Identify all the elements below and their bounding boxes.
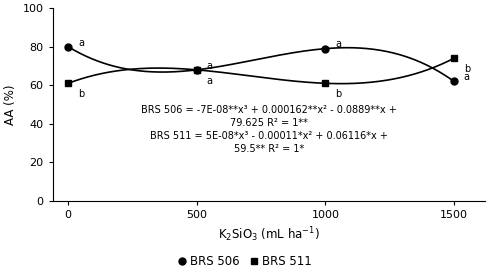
BRS 506 [322,47,327,50]
Text: b: b [463,64,469,74]
BRS 511 [450,57,456,60]
Text: b: b [78,90,84,99]
Legend: BRS 506, BRS 511: BRS 506, BRS 511 [172,251,316,273]
Text: BRS 506 = -7E-08**x³ + 0.000162**x² - 0.0889**x +
79.625 R² = 1**
BRS 511 = 5E-0: BRS 506 = -7E-08**x³ + 0.000162**x² - 0.… [141,105,396,154]
BRS 506 [65,45,71,48]
Line: BRS 506: BRS 506 [64,43,456,85]
X-axis label: K$_2$SiO$_3$ (mL ha$^{-1}$): K$_2$SiO$_3$ (mL ha$^{-1}$) [217,225,319,244]
Y-axis label: AA (%): AA (%) [4,84,17,125]
BRS 511 [193,68,199,71]
BRS 506 [193,68,199,71]
BRS 511 [322,82,327,85]
Text: a: a [334,39,341,49]
Text: a: a [78,38,84,47]
Text: a: a [206,61,212,71]
Line: BRS 511: BRS 511 [64,55,456,87]
Text: a: a [206,76,212,86]
BRS 506 [450,80,456,83]
Text: b: b [334,90,341,99]
Text: a: a [463,72,469,82]
BRS 511 [65,82,71,85]
